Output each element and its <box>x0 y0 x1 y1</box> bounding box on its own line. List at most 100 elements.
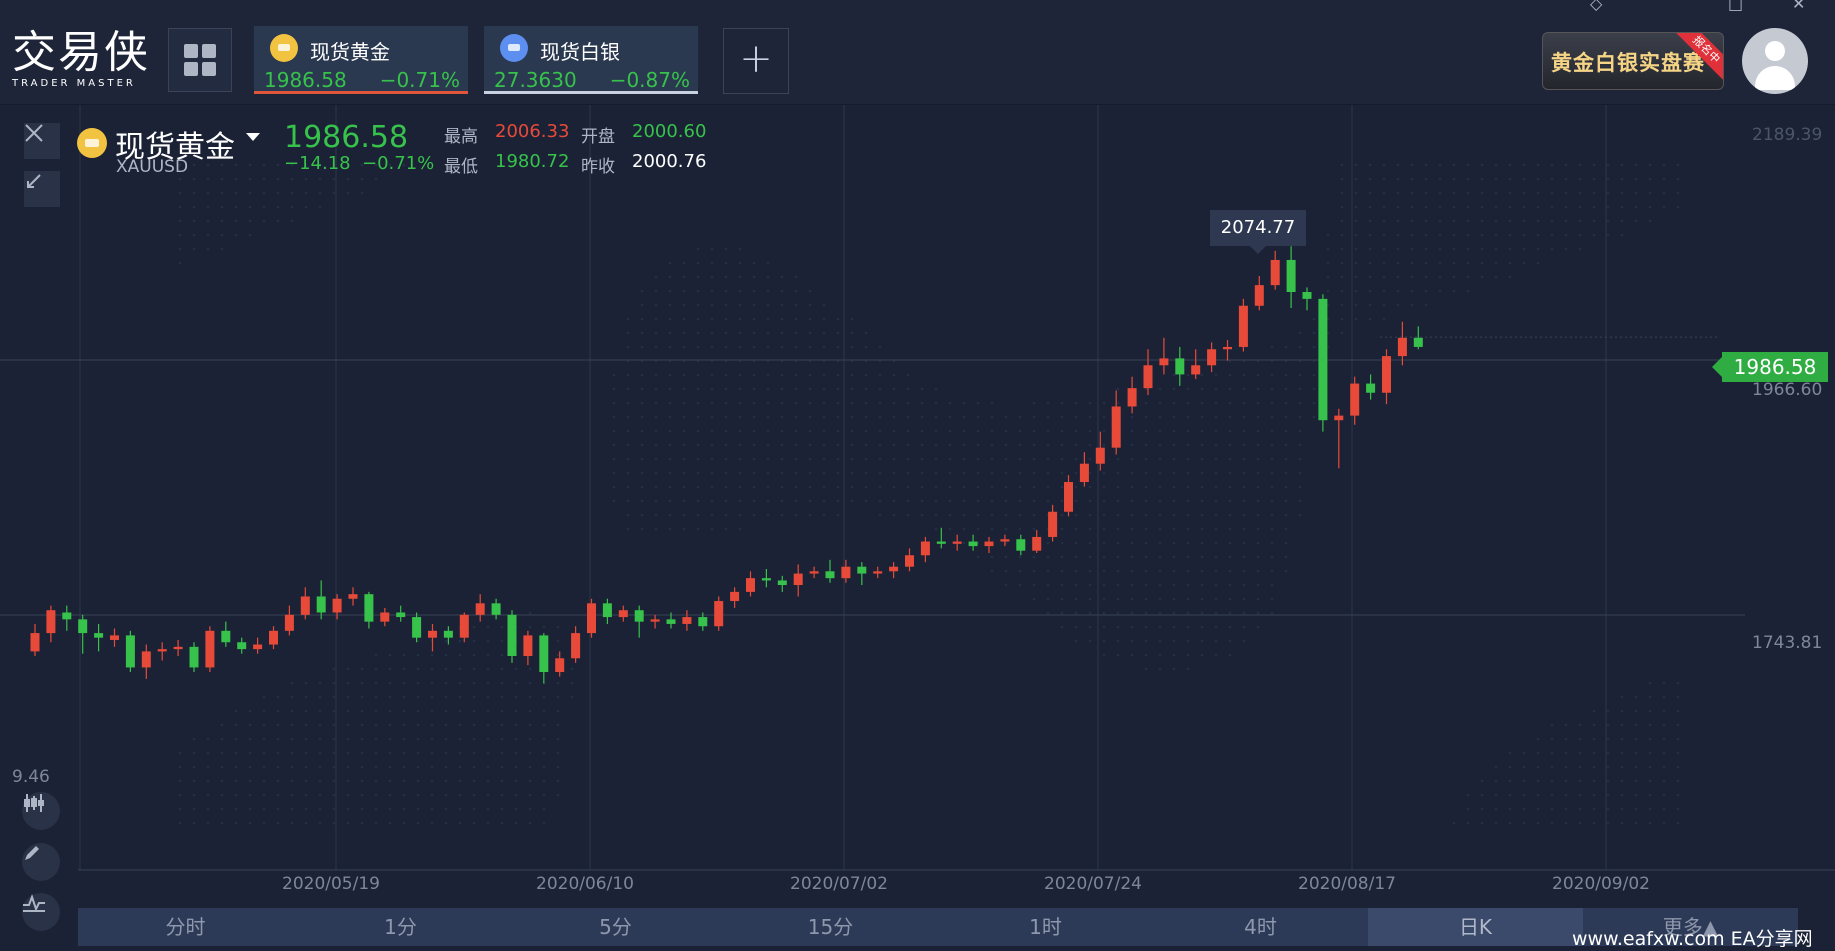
candle-body <box>459 614 469 638</box>
close-icon <box>25 124 43 142</box>
instrument-change: −14.18 <box>284 153 351 174</box>
prev-close-label: 昨收 <box>581 157 615 177</box>
candle-body <box>730 591 740 602</box>
period-tab[interactable]: 4时 <box>1244 915 1277 939</box>
candle-body <box>587 603 596 634</box>
candle-body <box>1270 259 1280 286</box>
date-axis-label: 2020/09/02 <box>1552 874 1650 894</box>
prev-close-value: 2000.76 <box>632 151 707 172</box>
candle-body <box>1366 383 1376 393</box>
instrument-change-pct: −0.71% <box>362 153 435 174</box>
candle-body <box>1175 358 1185 375</box>
close-window-icon[interactable]: ✕ <box>1792 0 1806 13</box>
candle-body <box>1064 482 1073 512</box>
popout-icon[interactable]: □ <box>1728 0 1744 13</box>
close-chart-button[interactable] <box>24 123 60 159</box>
date-axis-label: 2020/08/17 <box>1298 874 1396 894</box>
candle-body <box>1350 383 1360 416</box>
candle-body <box>412 617 422 638</box>
period-tab[interactable]: 1时 <box>1029 915 1062 939</box>
user-icon-body <box>1755 66 1795 90</box>
candle-body <box>825 571 835 579</box>
draw-tool-button[interactable] <box>22 843 60 881</box>
candle-body <box>348 594 358 599</box>
candle-body <box>110 635 119 640</box>
candle-body <box>157 649 167 652</box>
collapse-chart-button[interactable] <box>24 171 60 207</box>
collapse-icon <box>27 174 41 188</box>
app-logo: 交易侠 TRADER MASTER <box>12 30 152 90</box>
candle-body <box>746 578 755 592</box>
candle-body <box>1334 415 1344 421</box>
candle-body <box>809 571 819 574</box>
grid-icon <box>184 44 216 76</box>
current-price-tag: 1986.58 <box>1712 352 1828 382</box>
candle-body <box>332 598 342 613</box>
ticker-name: 现货黄金 <box>310 40 390 64</box>
candle-body <box>1016 539 1026 551</box>
candle-body <box>173 646 183 650</box>
period-tab[interactable]: 更多▲ <box>1662 915 1719 939</box>
gold-icon <box>270 34 298 62</box>
promo-banner[interactable]: 黄金白银实盘赛 报名中 <box>1542 32 1724 90</box>
date-axis-label: 2020/05/19 <box>282 874 380 894</box>
instrument-price: 1986.58 <box>284 120 409 155</box>
instrument-name[interactable]: 现货黄金 <box>115 130 235 165</box>
layers-icon[interactable]: ◇ <box>1590 0 1603 13</box>
silver-icon <box>500 34 528 62</box>
layout-grid-button[interactable] <box>168 28 232 92</box>
candle-body <box>253 644 263 650</box>
candle-body <box>936 541 946 544</box>
candle-body <box>761 578 771 581</box>
period-tab[interactable]: 分时 <box>165 915 206 939</box>
candle-body <box>666 619 676 624</box>
candle-body <box>793 573 803 586</box>
candle-body <box>1048 511 1058 537</box>
period-tab[interactable]: 日K <box>1368 908 1583 946</box>
period-tab[interactable]: 5分 <box>599 915 632 939</box>
candle-body <box>364 594 374 622</box>
candle-body <box>1191 365 1201 375</box>
candle-body <box>1318 298 1328 421</box>
candle-body <box>1286 259 1296 293</box>
ticker-tab-gold[interactable]: 现货黄金 1986.58 −0.71% <box>254 26 468 94</box>
candle-body <box>555 658 565 673</box>
period-tab[interactable]: 15分 <box>807 915 854 939</box>
chevron-down-icon[interactable] <box>246 133 260 141</box>
candle-body <box>475 603 485 615</box>
candle-body <box>1111 406 1121 448</box>
candle-body <box>682 617 692 624</box>
candle-body <box>539 635 549 673</box>
sub-chart-tool-button[interactable] <box>22 893 60 931</box>
candle-body <box>1079 463 1089 483</box>
top-bar: 交易侠 TRADER MASTER 现货黄金 1986.58 −0.71% 现货… <box>0 0 1835 105</box>
candle-body <box>602 603 612 618</box>
high-value: 2006.33 <box>495 121 570 142</box>
logo-text-en: TRADER MASTER <box>12 78 136 89</box>
candle-body <box>46 610 56 634</box>
ticker-change: −0.87% <box>609 68 690 92</box>
candle-body <box>841 566 851 579</box>
add-ticker-button[interactable]: + <box>723 28 789 94</box>
ticker-tab-silver[interactable]: 现货白银 27.3630 −0.87% <box>484 26 698 94</box>
candle-body <box>428 630 437 638</box>
candle-body <box>523 635 533 656</box>
candle-body <box>30 633 40 652</box>
candle-body <box>777 580 787 586</box>
chart-area[interactable]: 现货黄金 XAUUSD 1986.58 −14.18 −0.71% 最高 200… <box>0 105 1835 931</box>
candle-body <box>205 630 215 668</box>
indicator-tool-button[interactable] <box>22 792 60 830</box>
candle-body <box>1238 305 1248 347</box>
candle-body <box>1143 365 1153 389</box>
candle-body <box>316 596 326 613</box>
price-axis-label: 2189.39 <box>1752 125 1823 145</box>
candle-body <box>952 541 962 544</box>
candle-body <box>1413 337 1423 347</box>
period-tab[interactable]: 1分 <box>384 915 417 939</box>
candle-body <box>698 617 708 627</box>
user-avatar[interactable] <box>1742 28 1808 94</box>
candlestick-chart[interactable] <box>0 105 1835 905</box>
candle-body <box>300 596 310 615</box>
instrument-code: XAUUSD <box>116 157 189 177</box>
candle-body <box>62 612 72 620</box>
